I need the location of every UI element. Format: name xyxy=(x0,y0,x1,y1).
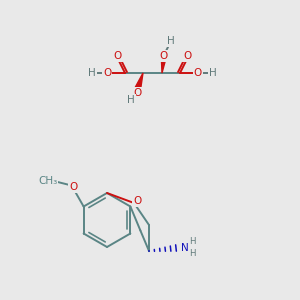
Text: H: H xyxy=(189,250,195,259)
Text: H: H xyxy=(167,36,175,46)
Text: CH₃: CH₃ xyxy=(38,176,57,185)
Text: O: O xyxy=(70,182,78,191)
Text: O: O xyxy=(134,88,142,98)
Polygon shape xyxy=(161,55,167,73)
Text: O: O xyxy=(183,51,191,61)
Text: O: O xyxy=(159,51,167,61)
Text: O: O xyxy=(103,68,111,78)
Text: O: O xyxy=(194,68,202,78)
Text: O: O xyxy=(114,51,122,61)
Text: H: H xyxy=(127,95,135,105)
Text: H: H xyxy=(88,68,96,78)
Polygon shape xyxy=(135,73,143,89)
Text: N: N xyxy=(181,243,189,253)
Text: H: H xyxy=(189,236,195,245)
Text: O: O xyxy=(133,196,141,206)
Text: H: H xyxy=(209,68,217,78)
